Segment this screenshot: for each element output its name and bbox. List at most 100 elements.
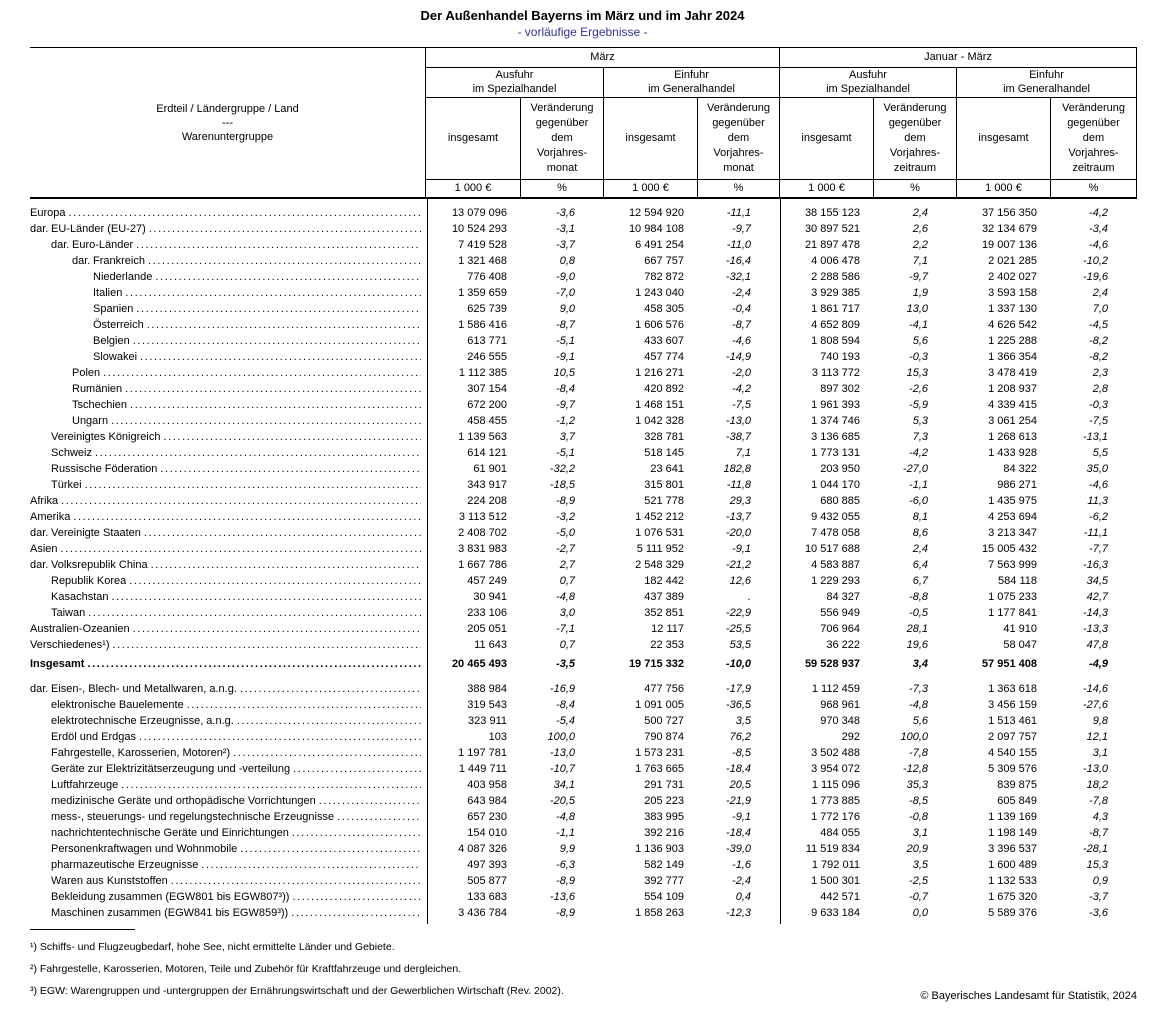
table-row: Republik Korea 457 249 0,7 182 442 12,6 … (30, 573, 1137, 589)
cell-einfuhr-maerz-change: -11,0 (726, 239, 751, 251)
cell-ausfuhr-maerz-change: -3,7 (556, 239, 575, 251)
cell-ausfuhr-maerz-total: 672 200 (467, 399, 507, 411)
cell-ausfuhr-maerz-change: 10,5 (553, 367, 575, 379)
cell-einfuhr-janmaerz-change: -8,7 (1089, 827, 1108, 839)
cell-einfuhr-janmaerz-total: 57 951 408 (981, 658, 1037, 670)
table-row: Europa 13 079 096 -3,6 12 594 920 -11,1 … (30, 205, 1137, 221)
cell-einfuhr-maerz-total: 6 491 254 (635, 239, 684, 251)
cell-ausfuhr-janmaerz-change: -6,0 (909, 495, 928, 507)
cell-ausfuhr-janmaerz-change: 3,5 (912, 859, 928, 871)
table-row: Fahrgestelle, Karosserien, Motoren²) 1 1… (30, 745, 1137, 761)
cell-einfuhr-janmaerz-total: 3 061 254 (988, 415, 1037, 427)
dotted-leader (319, 793, 421, 809)
cell-einfuhr-janmaerz-total: 1 675 320 (988, 891, 1037, 903)
row-label-cell: dar. Euro-Länder (30, 237, 427, 253)
cell-ausfuhr-janmaerz-change: 5,6 (912, 335, 928, 347)
cell-einfuhr-janmaerz-change: -4,6 (1089, 239, 1108, 251)
vertical-rule-stub (427, 199, 428, 924)
cell-ausfuhr-janmaerz-change: -8,8 (909, 591, 928, 603)
dotted-leader (87, 656, 421, 672)
cell-ausfuhr-janmaerz-change: 1,9 (912, 287, 928, 299)
row-label-cell: Kasachstan (30, 589, 427, 605)
cell-einfuhr-maerz-total: 205 223 (644, 795, 684, 807)
cell-einfuhr-janmaerz-total: 84 322 (1003, 463, 1037, 475)
row-label-cell: Niederlande (30, 269, 427, 285)
cell-einfuhr-janmaerz-change: -11,1 (1083, 527, 1108, 539)
row-label-cell: Australien-Ozeanien (30, 621, 427, 637)
table-row: Polen 1 112 385 10,5 1 216 271 -2,0 3 11… (30, 365, 1137, 381)
table-row: Russische Föderation 61 901 -32,2 23 641… (30, 461, 1137, 477)
cell-einfuhr-janmaerz-total: 1 337 130 (988, 303, 1037, 315)
cell-einfuhr-janmaerz-total: 1 132 533 (988, 875, 1037, 887)
stub-header: Erdteil / Ländergruppe / Land --- Warenu… (156, 102, 299, 143)
cell-einfuhr-janmaerz-change: -13,1 (1082, 431, 1108, 443)
cell-einfuhr-maerz-total: 23 641 (650, 463, 684, 475)
cell-ausfuhr-maerz-total: 505 877 (467, 875, 507, 887)
group-header-einfuhr-jan-maerz: Einfuhr im Generalhandel (956, 68, 1136, 98)
dotted-leader (121, 777, 421, 793)
cell-einfuhr-maerz-change: -21,9 (725, 795, 751, 807)
cell-einfuhr-janmaerz-total: 605 849 (997, 795, 1037, 807)
dotted-leader (88, 605, 421, 621)
cell-ausfuhr-maerz-change: -7,1 (556, 623, 575, 635)
cell-einfuhr-maerz-total: 352 851 (644, 607, 684, 619)
cell-ausfuhr-janmaerz-total: 897 302 (820, 383, 860, 395)
cell-einfuhr-maerz-change: -8,5 (732, 747, 751, 759)
cell-einfuhr-maerz-total: 1 606 576 (635, 319, 684, 331)
row-label: elektronische Bauelemente (51, 699, 184, 711)
cell-einfuhr-janmaerz-total: 5 309 576 (988, 763, 1037, 775)
cell-ausfuhr-janmaerz-total: 970 348 (820, 715, 860, 727)
cell-einfuhr-maerz-total: 1 243 040 (635, 287, 684, 299)
cell-ausfuhr-maerz-total: 457 249 (467, 575, 507, 587)
row-label: Russische Föderation (51, 463, 158, 475)
row-label: Personenkraftwagen und Wohnmobile (51, 843, 238, 855)
table-row: Slowakei 246 555 -9,1 457 774 -14,9 740 … (30, 349, 1137, 365)
cell-einfuhr-janmaerz-total: 3 478 419 (988, 367, 1037, 379)
cell-ausfuhr-maerz-change: -20,5 (549, 795, 575, 807)
cell-einfuhr-maerz-change: -16,4 (725, 255, 751, 267)
cell-ausfuhr-maerz-change: 100,0 (547, 731, 575, 743)
cell-ausfuhr-maerz-total: 10 524 293 (451, 223, 507, 235)
cell-einfuhr-janmaerz-change: -8,2 (1089, 335, 1108, 347)
cell-einfuhr-janmaerz-change: 0,9 (1092, 875, 1108, 887)
dotted-leader (129, 573, 421, 589)
cell-einfuhr-janmaerz-total: 1 600 489 (988, 859, 1037, 871)
cell-einfuhr-maerz-change: -12,3 (725, 907, 751, 919)
cell-einfuhr-maerz-total: 1 573 231 (635, 747, 684, 759)
row-label: medizinische Geräte und orthopädische Vo… (51, 795, 316, 807)
row-label: Europa (30, 207, 66, 219)
cell-ausfuhr-maerz-total: 11 643 (474, 639, 507, 651)
cell-einfuhr-janmaerz-total: 2 021 285 (988, 255, 1037, 267)
cell-ausfuhr-maerz-total: 657 230 (467, 811, 507, 823)
cell-ausfuhr-maerz-total: 1 139 563 (458, 431, 507, 443)
cell-ausfuhr-maerz-total: 497 393 (467, 859, 507, 871)
cell-einfuhr-maerz-change: -22,9 (725, 607, 751, 619)
row-label: Amerika (30, 511, 71, 523)
cell-ausfuhr-maerz-total: 4 087 326 (458, 843, 507, 855)
table-row: dar.Frankreich 1 321 468 0,8 667 757 -16… (30, 253, 1137, 269)
cell-ausfuhr-maerz-change: 9,0 (559, 303, 575, 315)
cell-ausfuhr-janmaerz-change: 2,2 (912, 239, 928, 251)
table-row: dar.Euro-Länder 7 419 528 -3,7 6 491 254… (30, 237, 1137, 253)
cell-einfuhr-maerz-total: 392 216 (644, 827, 684, 839)
dotted-leader (133, 621, 421, 637)
row-label-cell: Polen (30, 365, 427, 381)
cell-ausfuhr-maerz-change: -3,2 (556, 511, 575, 523)
row-label: Tschechien (72, 399, 128, 411)
cell-ausfuhr-maerz-change: 0,8 (559, 255, 575, 267)
row-label: Republik Korea (51, 575, 127, 587)
cell-einfuhr-janmaerz-change: -13,0 (1082, 763, 1108, 775)
cell-ausfuhr-janmaerz-change: 5,3 (912, 415, 928, 427)
cell-einfuhr-maerz-change: -13,7 (725, 511, 751, 523)
cell-einfuhr-janmaerz-total: 584 118 (998, 575, 1037, 587)
row-label-cell: Insgesamt (30, 656, 427, 672)
cell-einfuhr-janmaerz-change: -0,3 (1089, 399, 1108, 411)
cell-einfuhr-maerz-change: -4,6 (732, 335, 751, 347)
cell-ausfuhr-janmaerz-change: -4,8 (909, 699, 928, 711)
cell-ausfuhr-janmaerz-change: 0,0 (912, 907, 928, 919)
cell-ausfuhr-maerz-total: 614 121 (467, 447, 507, 459)
cell-einfuhr-maerz-change: -13,0 (725, 415, 751, 427)
row-label: Luftfahrzeuge (51, 779, 119, 791)
table-row: elektrotechnische Erzeugnisse, a.n.g. 32… (30, 713, 1137, 729)
row-label: nachrichtentechnische Geräte und Einrich… (51, 827, 289, 839)
